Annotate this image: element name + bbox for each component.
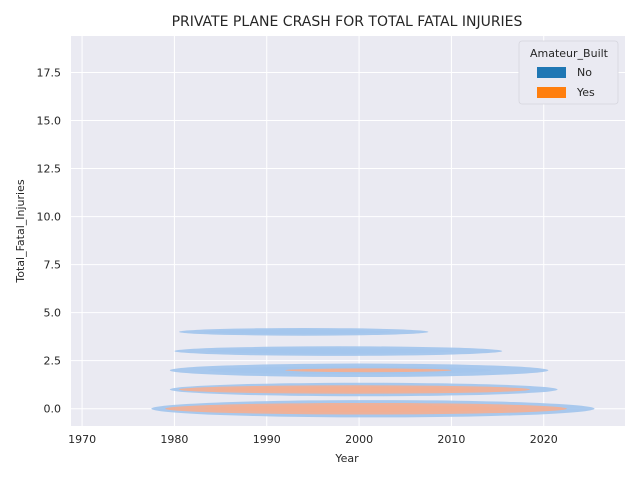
series-yes-density xyxy=(165,368,567,415)
legend: Amateur_Built No Yes xyxy=(518,40,619,105)
grid xyxy=(71,36,625,426)
y-tick-labels: 0.0 2.5 5.0 7.5 10.0 12.5 15.0 17.5 xyxy=(37,67,62,416)
x-axis-label: Year xyxy=(334,452,359,465)
chart-title: PRIVATE PLANE CRASH FOR TOTAL FATAL INJU… xyxy=(172,14,523,30)
density-core-no xyxy=(203,329,391,334)
legend-label-yes: Yes xyxy=(576,86,595,99)
y-tick-label: 10.0 xyxy=(37,211,62,224)
x-tick-label: 1990 xyxy=(253,433,281,446)
y-tick-label: 15.0 xyxy=(37,115,62,128)
x-tick-label: 1980 xyxy=(160,433,188,446)
x-tick-label: 1970 xyxy=(68,433,96,446)
y-tick-label: 2.5 xyxy=(44,355,62,368)
y-axis-label: Total_Fatal_Injuries xyxy=(14,179,27,283)
y-tick-label: 12.5 xyxy=(37,163,62,176)
legend-swatch-yes xyxy=(537,87,566,98)
x-tick-label: 2020 xyxy=(530,433,558,446)
x-tick-label: 2010 xyxy=(437,433,465,446)
y-tick-label: 17.5 xyxy=(37,67,62,80)
x-tick-labels: 1970 1980 1990 2000 2010 2020 xyxy=(68,433,558,446)
legend-label-no: No xyxy=(577,66,592,79)
density-core-yes xyxy=(205,405,507,412)
y-tick-label: 7.5 xyxy=(44,259,62,272)
density-core-no xyxy=(207,348,454,354)
y-tick-label: 5.0 xyxy=(44,307,62,320)
density-core-yes xyxy=(214,387,478,392)
x-tick-label: 2000 xyxy=(345,433,373,446)
density-core-yes xyxy=(301,369,427,372)
legend-title: Amateur_Built xyxy=(530,47,609,60)
legend-swatch-no xyxy=(537,67,566,78)
y-tick-label: 0.0 xyxy=(44,403,62,416)
